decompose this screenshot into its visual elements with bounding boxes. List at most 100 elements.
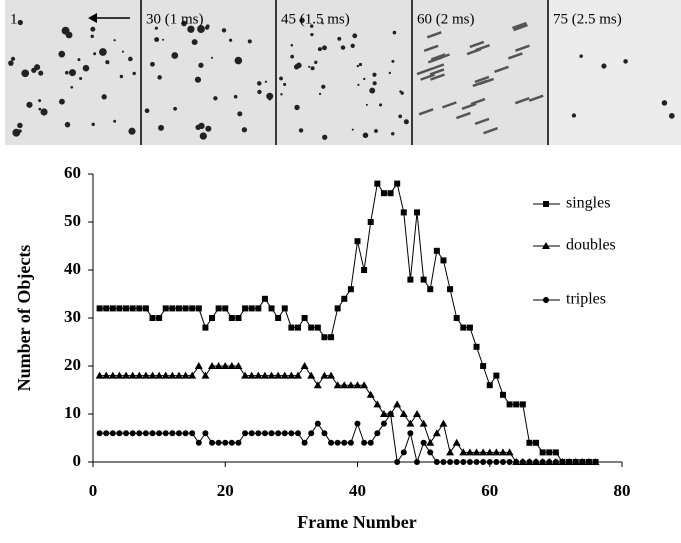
particle xyxy=(150,61,155,67)
streak xyxy=(435,53,450,61)
marker-circle xyxy=(499,459,506,465)
marker-square xyxy=(341,295,348,302)
streak xyxy=(441,101,457,109)
marker-square xyxy=(539,449,546,456)
marker-triangle xyxy=(413,410,422,417)
legend-marker xyxy=(542,242,550,249)
marker-circle xyxy=(195,439,202,446)
particle xyxy=(38,107,42,111)
particle xyxy=(571,113,577,118)
marker-circle xyxy=(440,459,447,465)
marker-square xyxy=(533,439,540,446)
legend-label: singles xyxy=(566,195,610,212)
particle xyxy=(90,26,96,32)
marker-square xyxy=(255,305,262,312)
marker-circle xyxy=(394,459,401,465)
particle xyxy=(283,82,287,86)
marker-square xyxy=(526,439,533,446)
streak xyxy=(461,102,477,110)
particle xyxy=(99,48,107,56)
marker-square xyxy=(361,267,368,273)
marker-square xyxy=(281,305,288,312)
marker-square xyxy=(275,315,282,321)
marker-circle xyxy=(116,430,123,437)
y-tick-label: 30 xyxy=(64,307,81,326)
marker-circle xyxy=(308,430,315,437)
particle xyxy=(310,32,314,37)
particle xyxy=(322,45,327,51)
marker-square xyxy=(519,401,526,408)
marker-circle xyxy=(123,430,130,437)
marker-square xyxy=(195,305,202,312)
marker-circle xyxy=(506,459,513,465)
marker-square xyxy=(136,305,143,312)
y-tick-label: 10 xyxy=(64,403,81,422)
particle xyxy=(290,43,294,47)
marker-circle xyxy=(255,430,262,437)
marker-circle xyxy=(109,430,116,437)
marker-square xyxy=(209,315,216,321)
marker-circle xyxy=(156,430,163,437)
marker-circle xyxy=(539,459,546,465)
marker-circle xyxy=(142,430,149,437)
particle xyxy=(229,38,233,42)
particle xyxy=(90,34,94,38)
marker-square xyxy=(380,190,387,197)
marker-triangle xyxy=(287,371,296,379)
particle xyxy=(372,72,377,77)
marker-triangle xyxy=(452,438,461,446)
marker-square xyxy=(308,324,315,331)
marker-circle xyxy=(447,459,454,465)
marker-square xyxy=(142,305,149,312)
marker-circle xyxy=(380,420,387,427)
streak xyxy=(514,96,530,105)
marker-square xyxy=(466,324,473,331)
particle xyxy=(310,24,314,28)
marker-triangle xyxy=(313,381,322,389)
marker-triangle xyxy=(214,362,223,369)
particle xyxy=(668,112,675,119)
marker-square xyxy=(96,305,103,312)
particle xyxy=(357,83,360,86)
particle xyxy=(221,28,227,33)
y-tick-label: 0 xyxy=(73,451,82,470)
marker-triangle xyxy=(141,371,150,379)
marker-triangle xyxy=(274,371,283,379)
marker-square xyxy=(288,324,295,331)
marker-triangle xyxy=(227,362,236,369)
marker-triangle xyxy=(307,371,316,379)
series-line xyxy=(99,365,596,463)
particle xyxy=(210,56,214,59)
particle xyxy=(198,62,204,68)
particle xyxy=(64,121,71,128)
particle xyxy=(171,52,179,59)
marker-square xyxy=(546,449,553,456)
particle xyxy=(374,129,378,133)
particle xyxy=(601,63,607,69)
marker-triangle xyxy=(135,371,144,379)
image-strip: 1 30 (1 ms) 45 (1.5 ms) 60 (2 ms) 75 (2.5 ms… xyxy=(5,0,681,145)
particle xyxy=(38,99,42,103)
marker-square xyxy=(222,305,229,312)
marker-square xyxy=(123,305,130,312)
marker-triangle xyxy=(174,371,183,379)
particle xyxy=(197,25,205,33)
particle xyxy=(93,52,97,56)
marker-square xyxy=(486,382,493,389)
particle xyxy=(233,94,238,99)
particle xyxy=(21,69,30,78)
marker-square xyxy=(453,315,460,321)
marker-triangle xyxy=(399,410,408,417)
particle xyxy=(298,128,304,133)
particle xyxy=(194,76,202,83)
particle xyxy=(299,17,305,24)
marker-triangle xyxy=(432,429,441,437)
particle xyxy=(154,26,158,30)
marker-square xyxy=(407,276,414,283)
legend-label: doubles xyxy=(566,237,616,254)
marker-square xyxy=(354,238,361,245)
marker-square xyxy=(328,334,335,341)
particle xyxy=(257,89,262,95)
marker-triangle xyxy=(472,448,481,456)
particle xyxy=(113,119,117,123)
